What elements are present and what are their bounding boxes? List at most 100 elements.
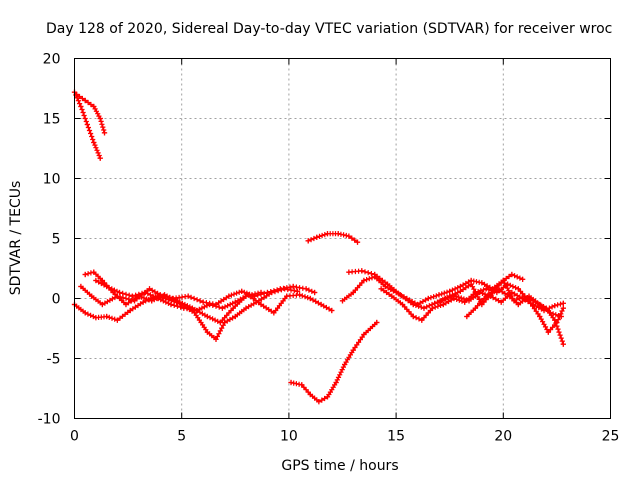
data-point [131,298,138,304]
y-tick-label: 10 [43,172,61,188]
data-point [350,289,356,296]
data-point [350,347,356,353]
data-point [560,341,566,347]
data-point [116,289,123,296]
data-point [462,299,468,305]
data-point [303,286,309,292]
x-axis-label: GPS time / hours [281,458,398,474]
data-point [104,313,110,320]
y-tick-label: 5 [52,232,61,248]
data-point [245,292,251,298]
x-tick-label: 5 [177,429,186,445]
data-point [498,299,504,305]
data-point [468,281,474,287]
x-tick-label: 20 [494,429,512,445]
data-point [447,293,453,299]
data-point [204,313,211,320]
y-tick-label: -10 [38,412,61,428]
data-point [316,399,322,405]
series-arc-3 [305,231,361,245]
data-point [99,277,105,284]
data-point [213,336,219,342]
data-point [294,288,301,294]
data-point [560,305,566,311]
data-point [410,301,416,308]
series-line [466,288,562,318]
data-point [114,293,120,299]
data-point [378,286,384,292]
data-point [314,234,320,240]
data-point [93,277,99,284]
data-point [155,295,161,302]
x-tick-label: 10 [280,429,298,445]
data-point [99,301,105,308]
data-point [397,292,403,298]
data-point [104,283,110,290]
data-point [91,103,97,110]
data-point [440,301,446,308]
data-point [219,305,226,311]
data-point [284,293,290,299]
data-point [146,286,153,292]
data-point [204,329,211,335]
data-point [305,238,311,244]
data-point [78,103,84,110]
data-point [547,310,554,316]
data-point [181,305,187,311]
data-point [483,293,489,299]
data-point [318,301,324,308]
data-point [500,277,506,284]
data-point [221,319,228,326]
data-point [436,292,442,298]
data-point [127,307,133,314]
data-point [451,295,457,302]
y-tick-label: 0 [52,292,61,308]
data-point [361,277,367,284]
data-point [142,289,148,296]
data-point [346,233,352,239]
data-point [200,299,206,305]
data-point [560,300,566,306]
data-point [494,286,500,292]
x-tick-label: 25 [602,429,620,445]
data-point [185,293,191,299]
data-point [277,286,283,292]
data-point [519,276,526,282]
axis-ticks: 0 5 10 15 20 25 -10 -5 0 5 10 15 20 [38,52,620,445]
data-point [335,231,341,237]
data-point [374,319,380,326]
data-series [71,89,566,405]
data-point [515,301,521,308]
data-point [545,329,551,335]
y-axis-label: SDTVAR / TECUs [8,181,24,296]
data-point [297,292,303,298]
chart-title: Day 128 of 2020, Sidereal Day-to-day VTE… [46,21,612,37]
data-point [324,231,331,237]
data-point [464,313,470,320]
data-point [425,295,431,302]
data-point [157,292,163,298]
data-point [91,269,97,275]
data-point [230,305,236,311]
y-tick-label: 15 [43,112,61,128]
data-point [258,301,264,308]
data-point [457,283,464,290]
data-point [479,280,485,286]
data-point [194,307,200,314]
data-point [483,286,489,292]
series-arc-8 [93,277,335,316]
data-point [168,301,174,308]
data-point [288,379,294,386]
data-point [232,299,238,305]
data-point [389,293,395,299]
data-point [558,313,564,320]
data-point [93,315,99,321]
series-arc-13 [464,286,564,320]
data-point [170,295,176,302]
data-point [179,301,185,308]
data-point [472,305,479,311]
data-point [447,288,453,294]
data-point [149,298,155,304]
